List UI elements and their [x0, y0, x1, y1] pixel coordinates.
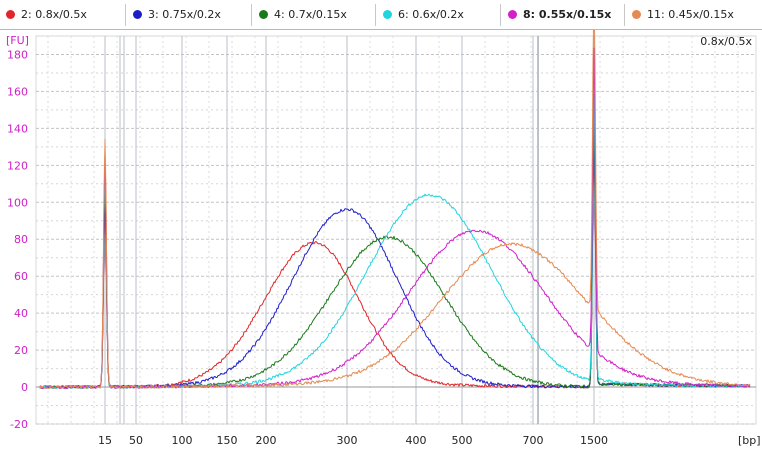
y-tick-label: 40: [14, 307, 28, 320]
x-tick-label: 15: [98, 434, 112, 447]
electropherogram-chart: -20 0 20 40 60 80 100 120 140 160 180 15 50 100 150 200…: [0, 30, 762, 462]
legend-label: 8: 0.55x/0.15x: [523, 8, 611, 21]
y-axis-label: [FU]: [6, 34, 29, 47]
legend-label: 11: 0.45x/0.15x: [647, 8, 734, 21]
legend-separator: [125, 4, 126, 26]
legend-separator: [375, 4, 376, 26]
legend-swatch: [632, 10, 641, 19]
legend-swatch: [6, 10, 15, 19]
legend-item[interactable]: 8: 0.55x/0.15x: [508, 0, 611, 29]
x-axis-label: [bp]: [738, 434, 761, 447]
y-tick-label: 180: [7, 48, 28, 61]
y-tick-label: 140: [7, 122, 28, 135]
x-tick-label: 200: [256, 434, 277, 447]
y-tick-label: -20: [10, 418, 28, 431]
plot-area: [36, 36, 756, 424]
y-tick-label: 120: [7, 159, 28, 172]
legend-item[interactable]: 11: 0.45x/0.15x: [632, 0, 734, 29]
x-tick-label: 700: [523, 434, 544, 447]
legend-item[interactable]: 4: 0.7x/0.15x: [259, 0, 347, 29]
y-tick-label: 60: [14, 270, 28, 283]
legend-swatch: [508, 10, 517, 19]
y-tick-label: 100: [7, 196, 28, 209]
x-tick-label: 1500: [580, 434, 608, 447]
x-tick-label: 100: [172, 434, 193, 447]
y-tick-label: 160: [7, 85, 28, 98]
x-tick-label: 400: [406, 434, 427, 447]
grid-layer: [36, 36, 756, 424]
y-tick-label: 20: [14, 344, 28, 357]
legend-bar: 2: 0.8x/0.5x 3: 0.75x/0.2x 4: 0.7x/0.15x 6:…: [0, 0, 762, 30]
legend-label: 6: 0.6x/0.2x: [398, 8, 464, 21]
legend-swatch: [383, 10, 392, 19]
legend-swatch: [133, 10, 142, 19]
x-tick-label: 500: [452, 434, 473, 447]
sample-corner-label: 0.8x/0.5x: [700, 35, 752, 48]
legend-item[interactable]: 3: 0.75x/0.2x: [133, 0, 221, 29]
x-tick-label: 300: [337, 434, 358, 447]
x-tick-label: 150: [217, 434, 238, 447]
legend-item[interactable]: 6: 0.6x/0.2x: [383, 0, 464, 29]
x-tick-label: 50: [129, 434, 143, 447]
legend-label: 3: 0.75x/0.2x: [148, 8, 221, 21]
legend-separator: [500, 4, 501, 26]
legend-separator: [251, 4, 252, 26]
y-tick-label: 80: [14, 233, 28, 246]
legend-separator: [624, 4, 625, 26]
legend-swatch: [259, 10, 268, 19]
y-tick-label: 0: [21, 381, 28, 394]
legend-label: 4: 0.7x/0.15x: [274, 8, 347, 21]
legend-label: 2: 0.8x/0.5x: [21, 8, 87, 21]
legend-item[interactable]: 2: 0.8x/0.5x: [6, 0, 87, 29]
